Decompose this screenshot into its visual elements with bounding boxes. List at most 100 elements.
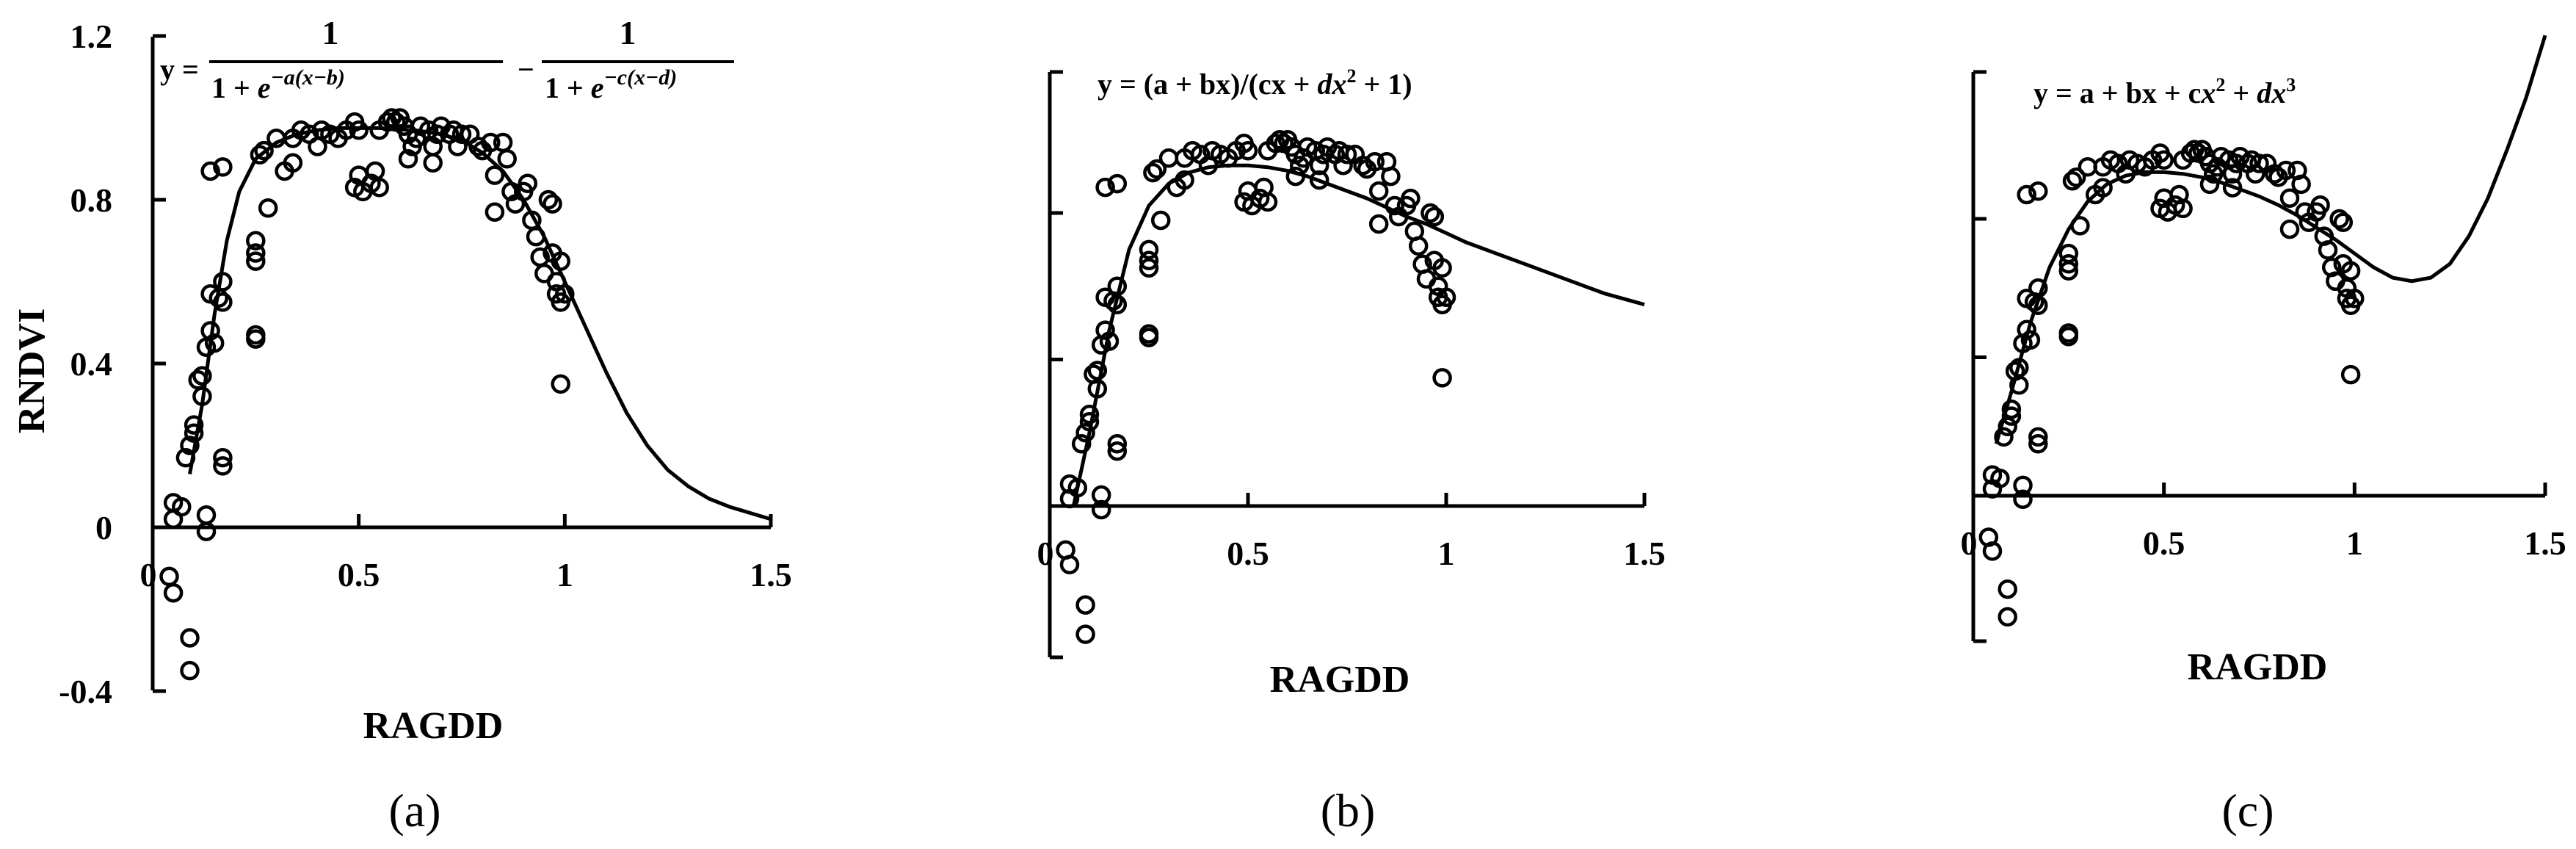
data-point-c [2066,167,2086,187]
data-point-a [501,181,521,202]
fit-curve-c [1994,35,2547,445]
data-point-c [2249,153,2269,173]
data-point-b [1368,181,1389,201]
data-point-b [1087,361,1108,380]
data-point-a [283,153,303,173]
data-point-a [543,194,562,214]
data-point-a [180,660,200,681]
data-point-a [254,140,274,161]
fit-curve-b [1071,163,1645,507]
data-point-b [1091,499,1111,520]
y-tick-label-a: 0 [95,509,112,546]
x-tick-label-a: 1.5 [750,556,792,593]
data-point-a [349,120,369,140]
data-point-a [423,153,443,173]
svg-text:−: − [518,53,534,86]
data-point-a [246,231,266,251]
data-point-a [175,447,196,468]
data-point-c [2199,174,2220,195]
data-point-b [1107,441,1128,461]
data-point-a [213,272,233,292]
equation-b: y = (a + bx)/(cx + dx2 + 1) [1097,65,1412,101]
data-point-a [246,251,266,271]
data-point-a [485,165,505,185]
data-point-b [1175,170,1194,190]
data-point-b [1368,214,1389,234]
data-point-c [2028,181,2048,201]
fit-curve-a [188,126,772,521]
data-point-b [1421,203,1440,223]
svg-text:y = a + bx + cx2 + dx3: y = a + bx + cx2 + dx3 [2033,74,2296,109]
data-point-b [1365,151,1385,172]
x-axis-title-b: RAGDD [1270,659,1410,701]
data-point-a [448,137,468,156]
data-point-c [2291,174,2311,195]
panel-label-a: (a) [388,784,440,837]
axes-b: 0 0.5 1 1.5 [1037,70,1666,660]
data-point-b [1079,412,1100,432]
data-point-c [1998,416,2017,437]
data-point-c [2279,188,2300,208]
data-point-c [2013,489,2033,509]
data-point-c [2058,243,2079,264]
data-point-c [2329,209,2349,229]
data-point-c [2222,164,2243,184]
data-point-c [2062,170,2083,191]
svg-text:1: 1 [620,14,636,51]
data-point-b [1139,239,1159,260]
data-point-c [1990,469,2010,488]
data-point-c [2070,216,2090,236]
data-point-b [1385,195,1405,216]
data-point-a [213,456,233,476]
svg-text:1: 1 [322,14,339,51]
data-point-c [2340,261,2361,281]
data-point-b [1107,433,1128,454]
x-axis-title-a: RAGDD [363,705,504,747]
data-point-b [1309,170,1329,190]
data-point-c [2340,364,2361,385]
y-axis-title-a: RNDVI [11,308,53,433]
equation-c: y = a + bx + cx2 + dx3 [2033,74,2296,109]
data-point-b [1095,177,1115,198]
data-point-a [192,386,212,406]
data-point-c [1998,607,2017,627]
data-point-a [551,374,570,394]
y-tick-label-a: 0.4 [70,345,113,383]
data-point-b [1075,423,1095,443]
marks-b [1056,130,1645,644]
y-tick-label-a: 1.2 [70,18,113,55]
data-point-b [1139,258,1159,278]
data-point-c [2009,375,2029,395]
data-point-a [246,325,266,345]
data-point-a [481,132,501,153]
data-point-b [1147,159,1167,179]
data-point-b [1107,295,1128,314]
data-point-b [1285,166,1306,187]
data-point-c [2173,198,2193,219]
data-point-a [518,173,538,193]
data-point-a [258,198,278,218]
x-tick-label-c: 0 [1961,524,1978,562]
data-point-b [1432,368,1452,388]
x-tick-label-c: 0.5 [2143,524,2185,562]
data-point-b [1139,324,1159,344]
data-point-c [2017,319,2036,340]
panel-a: -0.4 0 0.4 0.8 1.2 0 0.5 1 1.5 RNDVI RAGDD (a) y… [11,14,792,837]
data-point-a [213,447,233,468]
data-point-a [398,149,418,169]
data-point-c [2017,184,2036,205]
x-tick-label-b: 0.5 [1227,535,1269,572]
svg-text:y =: y = [160,53,199,86]
data-point-a [451,124,472,145]
data-point-c [2001,406,2022,426]
marks-a [159,108,772,681]
data-point-c [2246,164,2265,184]
x-tick-label-b: 1 [1438,535,1455,572]
data-point-a [192,366,212,386]
y-tick-label-a: 0.8 [70,181,113,219]
data-point-a [538,189,559,210]
data-point-c [2279,219,2300,239]
data-point-b [1071,433,1092,454]
data-point-b [1408,236,1429,256]
data-point-c [2310,195,2330,215]
